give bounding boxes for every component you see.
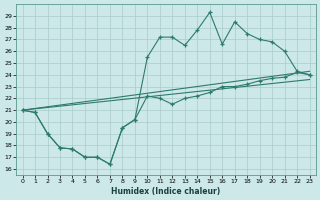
- X-axis label: Humidex (Indice chaleur): Humidex (Indice chaleur): [111, 187, 221, 196]
